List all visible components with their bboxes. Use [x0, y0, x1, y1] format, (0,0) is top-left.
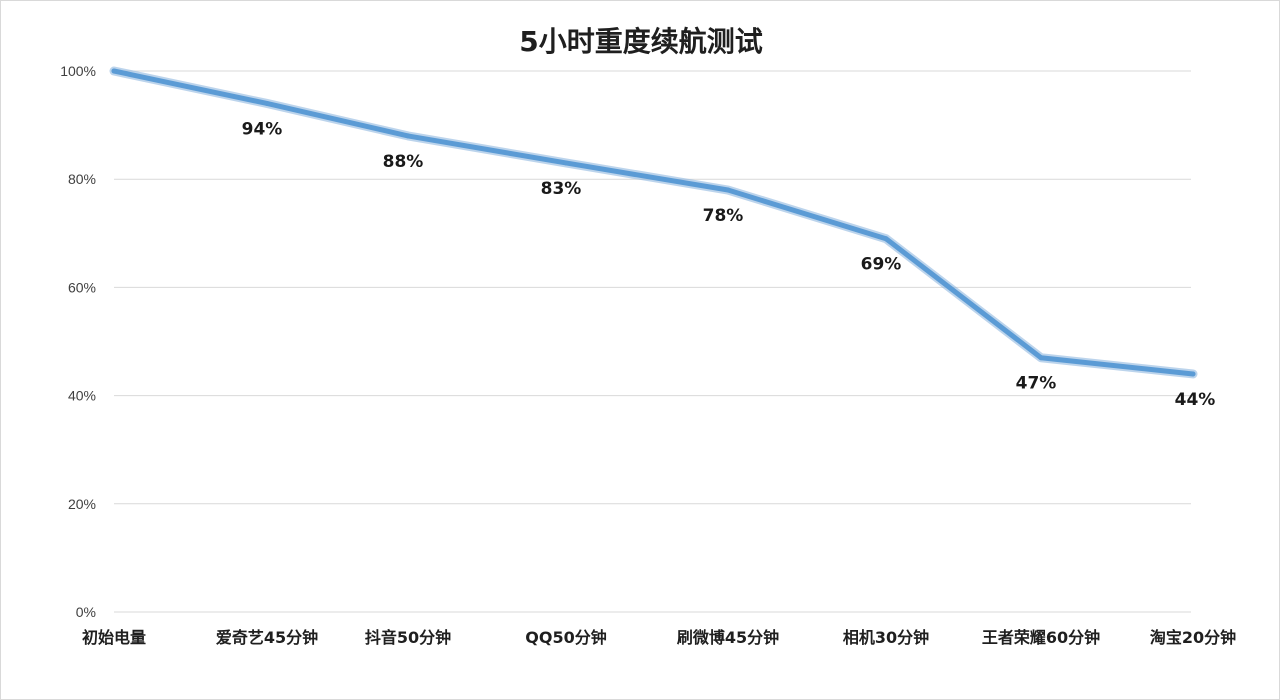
- x-tick-label: 刷微博45分钟: [677, 628, 779, 647]
- data-label: 88%: [383, 152, 424, 172]
- series-line: [111, 68, 1196, 377]
- y-tick-label: 100%: [60, 63, 96, 79]
- x-tick-label: 王者荣耀60分钟: [982, 628, 1100, 647]
- x-axis-tick-labels: 初始电量 爱奇艺45分钟 抖音50分钟 QQ50分钟 刷微博45分钟 相机30分钟 王者荣耀…: [82, 628, 1236, 647]
- gridlines: [114, 70, 1191, 613]
- y-tick-label: 60%: [68, 279, 96, 295]
- x-tick-label: 初始电量: [82, 628, 146, 647]
- data-label: 69%: [861, 255, 902, 275]
- series-line-shadow: [109, 66, 1198, 379]
- data-point: [1190, 371, 1196, 377]
- data-point: [264, 100, 270, 106]
- data-label: 44%: [1175, 390, 1216, 410]
- x-tick-label: 抖音50分钟: [365, 628, 451, 647]
- data-point: [405, 133, 411, 139]
- data-label: 83%: [541, 179, 582, 199]
- y-axis-tick-labels: 0% 20% 40% 60% 80% 100%: [60, 63, 96, 620]
- data-label: 94%: [242, 119, 283, 139]
- data-point: [111, 68, 117, 74]
- x-tick-label: 相机30分钟: [843, 628, 929, 647]
- data-label: 78%: [703, 206, 744, 226]
- data-label: 47%: [1016, 374, 1057, 394]
- data-point: [883, 236, 889, 242]
- data-labels: 94% 88% 83% 78% 69% 47% 44%: [242, 119, 1216, 410]
- y-tick-label: 40%: [68, 388, 96, 404]
- chart-title: 5小时重度续航测试: [519, 25, 762, 58]
- y-tick-label: 80%: [68, 171, 96, 187]
- series-layer: [109, 66, 1198, 379]
- data-point: [1038, 355, 1044, 361]
- x-tick-label: 淘宝20分钟: [1150, 628, 1236, 647]
- x-tick-label: QQ50分钟: [525, 628, 606, 647]
- x-tick-label: 爱奇艺45分钟: [216, 628, 318, 647]
- y-tick-label: 0%: [76, 604, 96, 620]
- data-point: [725, 187, 731, 193]
- y-tick-label: 20%: [68, 496, 96, 512]
- data-point: [563, 160, 569, 166]
